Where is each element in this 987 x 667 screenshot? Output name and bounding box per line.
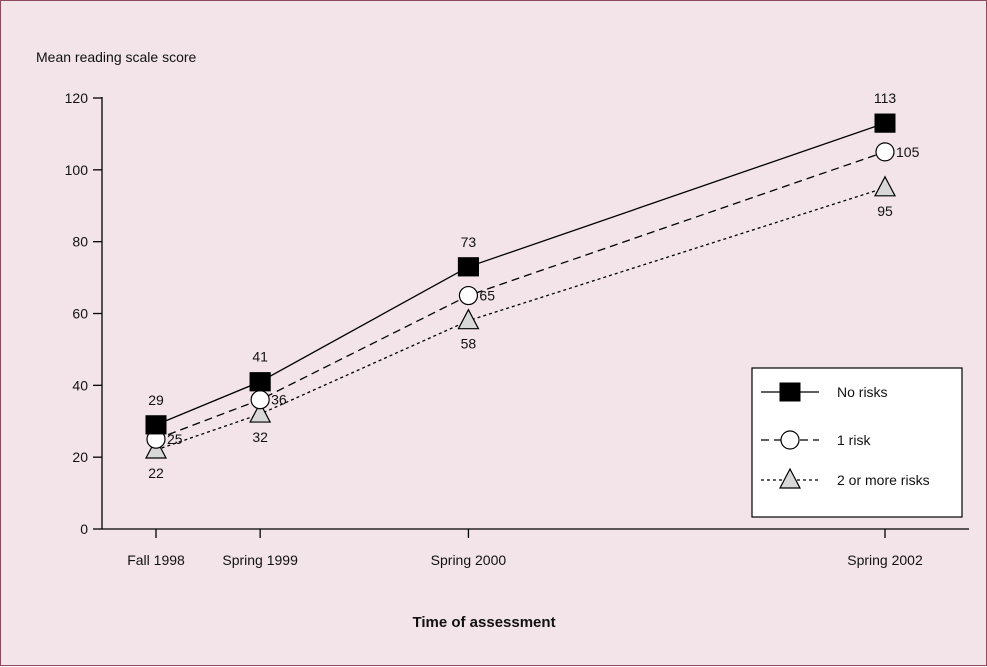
y-tick-label: 40: [72, 377, 88, 393]
marker-1-risk: [250, 390, 270, 410]
x-axis-label: Time of assessment: [412, 614, 555, 631]
legend-marker-1-risk: [780, 430, 800, 450]
data-label-no-risks: 73: [461, 234, 477, 250]
marker-no-risks: [874, 113, 896, 133]
legend-label-no-risks: No risks: [837, 384, 888, 400]
legend-label-2-or-more-risks: 2 or more risks: [837, 472, 930, 488]
data-label-2-or-more-risks: 22: [148, 465, 164, 481]
data-label-2-or-more-risks: 95: [877, 203, 893, 219]
marker-1-risk: [875, 142, 895, 162]
data-markers: [145, 113, 896, 459]
y-tick-label: 20: [72, 449, 88, 465]
marker-2-or-more-risks: [874, 175, 896, 197]
x-tick-label: Spring 2000: [431, 552, 507, 568]
series-line-no-risks: [155, 122, 886, 426]
axes: 0 20 40 60 80 100 120 Fall 1998 Spring 1999 Sprin…: [65, 90, 969, 568]
x-tick-label: Spring 2002: [847, 552, 923, 568]
legend: No risks 1 risk 2 or more risks: [751, 367, 963, 518]
marker-no-risks: [145, 415, 167, 435]
y-tick-label: 100: [65, 162, 89, 178]
series-line-1-risk: [155, 151, 886, 440]
marker-2-or-more-risks: [249, 401, 272, 423]
x-tick-label: Fall 1998: [127, 552, 185, 568]
data-label-1-risk: 105: [896, 144, 920, 160]
legend-marker-2-or-more-risks: [779, 467, 801, 489]
data-label-2-or-more-risks: 58: [461, 336, 477, 352]
data-label-2-or-more-risks: 32: [252, 429, 268, 445]
data-label-1-risk: 65: [479, 288, 495, 304]
marker-1-risk: [458, 285, 479, 306]
marker-no-risks: [457, 257, 479, 277]
data-labels: 29 41 73 113 25 36 65 105 22 32 58 95: [148, 90, 919, 481]
data-label-1-risk: 25: [167, 431, 183, 447]
data-label-no-risks: 113: [874, 90, 897, 106]
data-label-no-risks: 29: [148, 392, 164, 408]
series-lines: [155, 122, 886, 451]
x-tick-label: Spring 1999: [222, 552, 298, 568]
y-tick-label: 60: [72, 306, 88, 322]
y-tick-label: 120: [65, 90, 89, 106]
legend-label-1-risk: 1 risk: [837, 432, 871, 448]
series-line-2-or-more-risks: [155, 187, 886, 451]
marker-no-risks: [249, 372, 271, 392]
data-label-1-risk: 36: [271, 392, 287, 408]
data-label-no-risks: 41: [252, 349, 268, 365]
legend-marker-no-risks: [779, 382, 801, 402]
marker-2-or-more-risks: [457, 308, 480, 330]
y-tick-label: 80: [72, 234, 88, 250]
y-tick-label: 0: [80, 521, 88, 537]
y-axis-label: Mean reading scale score: [36, 49, 197, 65]
